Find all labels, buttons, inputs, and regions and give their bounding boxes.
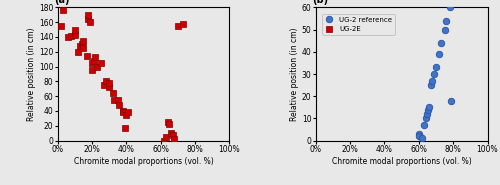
UG-2 reference [432, 66, 440, 69]
Point [179, 22, 187, 25]
Point [164, 121, 172, 124]
Point [92, 56, 100, 58]
Point [170, 138, 178, 141]
Point [116, 104, 124, 107]
Point [167, 132, 175, 135]
UG-2 reference [424, 108, 432, 111]
UG-2 reference [420, 124, 428, 127]
UG-2 reference [428, 79, 436, 82]
UG-2 reference [448, 99, 456, 102]
Point [70, 33, 78, 36]
UG-2 reference [430, 73, 438, 75]
UG-2 reference [436, 53, 444, 55]
UG-2 reference [418, 137, 426, 140]
Point [120, 127, 128, 130]
Y-axis label: Relative position (in cm): Relative position (in cm) [290, 27, 299, 121]
Point [122, 113, 130, 116]
Point [102, 80, 110, 83]
Point [114, 98, 122, 101]
Point [160, 139, 168, 142]
UG-2 reference [414, 132, 422, 135]
UG-2 reference [437, 41, 445, 44]
Point [119, 111, 127, 114]
Point [105, 86, 113, 89]
UG-2 reference [425, 106, 433, 109]
UG-2 reference [422, 117, 430, 120]
Point [93, 65, 101, 68]
Point [168, 134, 176, 137]
Legend: UG-2 reference, UG-2E: UG-2 reference, UG-2E [322, 14, 395, 35]
Point [100, 84, 108, 87]
Y-axis label: Relative position (in cm): Relative position (in cm) [27, 27, 36, 121]
Point [80, 39, 88, 42]
Point [84, 13, 92, 16]
Point [124, 111, 132, 114]
Point [57, 24, 65, 27]
Point [70, 28, 78, 31]
Point [68, 34, 76, 37]
Point [88, 61, 96, 64]
Point [58, 8, 66, 11]
Point [82, 54, 90, 57]
Point [119, 110, 127, 112]
Point [108, 91, 116, 94]
UG-2 reference [442, 19, 450, 22]
X-axis label: Chromite modal proportions (vol. %): Chromite modal proportions (vol. %) [332, 157, 472, 166]
Point [90, 59, 98, 62]
Point [86, 21, 94, 24]
Point [74, 50, 82, 53]
UG-2 reference [424, 112, 432, 115]
UG-2 reference [426, 84, 434, 87]
Text: (a): (a) [54, 0, 70, 5]
X-axis label: Chromite modal proportions (vol. %): Chromite modal proportions (vol. %) [74, 157, 214, 166]
Point [78, 43, 86, 46]
Point [96, 61, 104, 64]
Text: (b): (b) [312, 0, 328, 5]
Point [162, 135, 170, 138]
UG-2 reference [440, 28, 448, 31]
Point [84, 17, 92, 20]
Point [80, 47, 88, 50]
Point [174, 24, 182, 27]
Point [166, 123, 173, 126]
Point [64, 36, 72, 38]
UG-2 reference [414, 135, 422, 138]
Point [76, 44, 84, 47]
UG-2 reference [446, 6, 454, 9]
Point [88, 68, 96, 71]
Point [105, 81, 113, 84]
Point [110, 98, 118, 101]
